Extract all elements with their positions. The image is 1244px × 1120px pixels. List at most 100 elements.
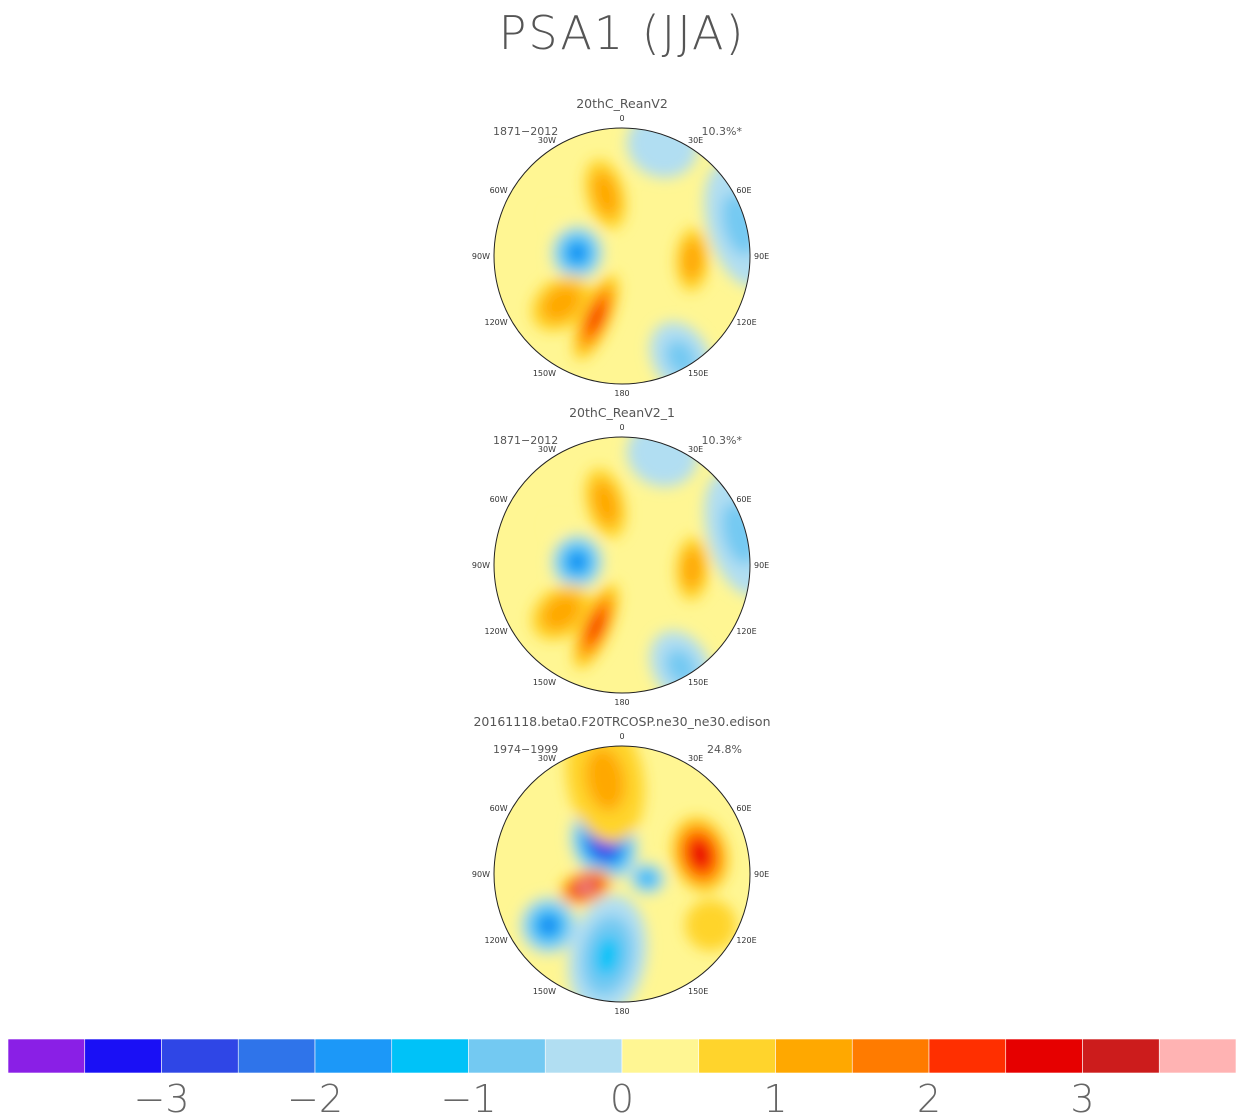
contour-level — [542, 919, 555, 932]
contour-level — [591, 308, 601, 326]
variance-label: 10.3%* — [702, 125, 743, 138]
variance-label: 24.8% — [707, 743, 742, 756]
anomaly-3 — [671, 816, 730, 893]
lon-label: 120W — [484, 318, 507, 327]
map-border — [493, 127, 751, 385]
contour-level — [549, 520, 562, 533]
anomaly-1 — [584, 159, 627, 230]
lon-label: 150W — [533, 369, 556, 378]
lon-label: 30E — [688, 445, 703, 454]
contour-level — [686, 558, 698, 580]
colorbar-swatch — [391, 1038, 469, 1074]
panel-title: 20161118.beta0.F20TRCOSP.ne30_ne30.ediso… — [473, 714, 770, 729]
lon-label: 30W — [538, 136, 556, 145]
contour-level — [585, 747, 626, 812]
contour-level — [686, 249, 698, 271]
lon-label: 30E — [688, 754, 703, 763]
anomaly-8 — [629, 863, 666, 894]
colorbar-swatch — [621, 1038, 700, 1074]
anomaly-5 — [573, 583, 619, 670]
variance-label: 10.3%* — [702, 434, 743, 447]
anomaly-3 — [551, 535, 603, 589]
contour-level — [582, 884, 590, 890]
colorbar-swatch — [7, 1038, 86, 1074]
anomaly-6 — [531, 584, 592, 641]
contour-level — [549, 211, 562, 225]
anomaly-6 — [531, 275, 592, 332]
colorbar-tick-label: −2 — [287, 1077, 343, 1120]
anomaly-5 — [573, 274, 619, 361]
lon-label: 30W — [538, 445, 556, 454]
contour-level — [695, 848, 706, 861]
colorbar-tick-label: 2 — [917, 1077, 941, 1120]
colorbar-swatch — [544, 1038, 623, 1074]
contour-level — [598, 491, 613, 515]
period-label: 1974−1999 — [493, 743, 558, 756]
lon-label: 30E — [688, 136, 703, 145]
lon-label: 120E — [736, 627, 756, 636]
colorbar-swatch — [1082, 1038, 1160, 1074]
contour-level — [572, 556, 583, 568]
lon-label: 90W — [472, 870, 490, 879]
anomaly-4 — [675, 227, 710, 292]
lon-label: 60W — [490, 186, 508, 195]
lon-label: 150W — [533, 987, 556, 996]
colorbar-swatch — [84, 1038, 162, 1074]
map-panel-2: 0 30E 60E 90E 120E 150E 180 150W 120W 90W 60W 30W 20… — [472, 405, 769, 707]
anomaly-5 — [568, 895, 647, 1002]
lon-label: 120W — [484, 627, 507, 636]
figure-title: PSA1 (JJA) — [498, 6, 746, 60]
lon-label: 150E — [688, 678, 708, 687]
anomaly-2 — [549, 520, 562, 533]
lon-label: 120W — [484, 936, 507, 945]
lon-label: 150W — [533, 678, 556, 687]
lon-label: 60E — [736, 186, 751, 195]
lon-label: 60W — [490, 495, 508, 504]
lon-label: 90E — [754, 252, 769, 261]
map-panel-3: 0 30E 60E 90E 120E 150E 180 150W 120W 90W 60W 30W 20… — [472, 714, 771, 1016]
contour-level — [598, 182, 613, 206]
lon-label: 60E — [736, 804, 751, 813]
lon-label: 150E — [688, 369, 708, 378]
colorbar-swatch — [468, 1038, 546, 1074]
anomaly-7 — [685, 899, 737, 951]
colorbar: −3 −2 −1 0 1 2 3 — [7, 1038, 1237, 1120]
lon-label: 60E — [736, 495, 751, 504]
lon-label: 0 — [619, 732, 624, 741]
colorbar-tick-label: 0 — [610, 1077, 634, 1120]
colorbar-swatch — [1158, 1038, 1237, 1074]
colorbar-swatch — [237, 1038, 316, 1074]
contour-level — [572, 247, 583, 259]
lon-label: 150E — [688, 987, 708, 996]
anomaly-3 — [551, 226, 603, 280]
lon-label: 90E — [754, 561, 769, 570]
colorbar-swatch — [851, 1038, 930, 1074]
colorbar-swatch — [775, 1038, 853, 1074]
lon-label: 180 — [614, 389, 629, 398]
map-border — [493, 436, 751, 694]
colorbar-swatch — [928, 1038, 1007, 1074]
map-border — [493, 745, 751, 1003]
lon-label: 0 — [619, 114, 624, 123]
period-label: 1871−2012 — [493, 125, 558, 138]
map-panel-1: 0 30E 60E 90E 120E 150E 180 150W 120W 90W 60W 30W 20… — [472, 96, 769, 398]
lon-label: 60W — [490, 804, 508, 813]
lon-label: 30W — [538, 754, 556, 763]
anomaly-4 — [675, 536, 710, 601]
colorbar-swatch — [161, 1038, 239, 1074]
contour-level — [642, 874, 652, 883]
lon-label: 0 — [619, 423, 624, 432]
anomaly-1 — [584, 468, 627, 539]
lon-label: 180 — [614, 1007, 629, 1016]
anomaly-4 — [520, 897, 577, 954]
lon-label: 90W — [472, 252, 490, 261]
lon-label: 120E — [736, 936, 756, 945]
colorbar-tick-label: 3 — [1070, 1077, 1094, 1120]
colorbar-swatch — [1005, 1038, 1083, 1074]
contour-level — [594, 935, 621, 977]
colorbar-tick-label: −3 — [133, 1077, 189, 1120]
anomaly-2 — [558, 868, 613, 906]
anomaly-2 — [549, 211, 562, 225]
lon-label: 180 — [614, 698, 629, 707]
